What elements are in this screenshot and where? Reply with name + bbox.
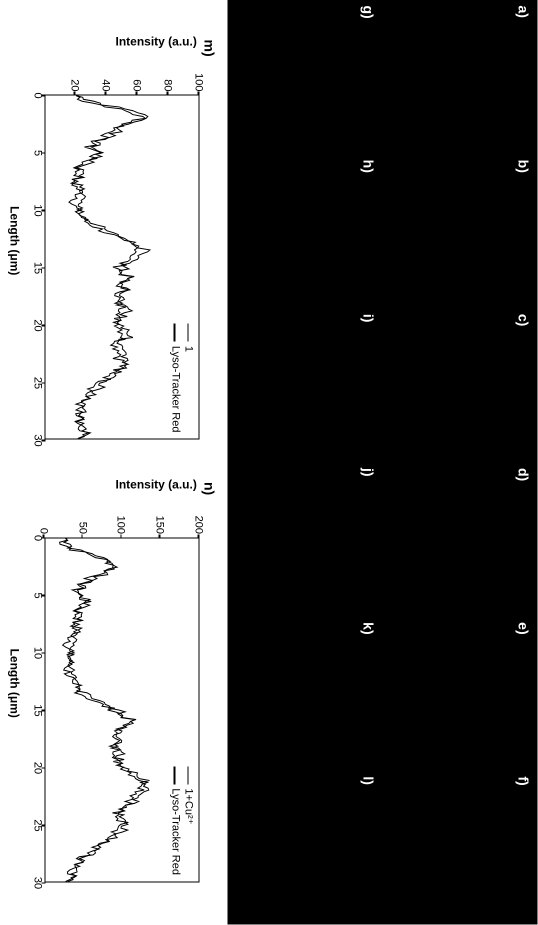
panel-label: g): [361, 6, 377, 19]
panel-label: i): [361, 314, 377, 323]
chart-n-ylabel: Intensity (a.u.): [116, 477, 197, 491]
panel-label: d): [516, 468, 532, 481]
panel-label: e): [516, 622, 532, 634]
chart-n-label: n): [202, 482, 218, 495]
panel-label: l): [361, 776, 377, 785]
chart-m-trace: [46, 96, 199, 439]
chart-m-label: m): [202, 40, 218, 57]
chart-m-ylabel: Intensity (a.u.): [116, 35, 197, 49]
chart-n: n) Intensity (a.u.) 1+Cu²⁺ Lyso-Tracker …: [8, 482, 218, 885]
panel-label: f): [516, 776, 532, 785]
panel-label: b): [516, 160, 532, 173]
chart-m: m) Intensity (a.u.) 1 Lyso-Tracker Red 2…: [8, 40, 218, 443]
chart-n-plot: 1+Cu²⁺ Lyso-Tracker Red 0501001502000510…: [45, 537, 200, 882]
microscopy-image-grid: a) b) c) d) e) f) g) h) i) j) k) l): [228, 0, 538, 925]
chart-m-plot: 1 Lyso-Tracker Red 204060801000510152025…: [45, 95, 200, 440]
chart-n-xlabel: Length (μm): [8, 649, 22, 718]
panel-label: a): [516, 6, 532, 18]
panel-label: c): [516, 314, 532, 326]
panel-label: k): [361, 622, 377, 634]
chart-m-xlabel: Length (μm): [8, 206, 22, 275]
panel-label: j): [361, 468, 377, 477]
panel-label: h): [361, 160, 377, 173]
chart-n-trace: [46, 538, 199, 881]
